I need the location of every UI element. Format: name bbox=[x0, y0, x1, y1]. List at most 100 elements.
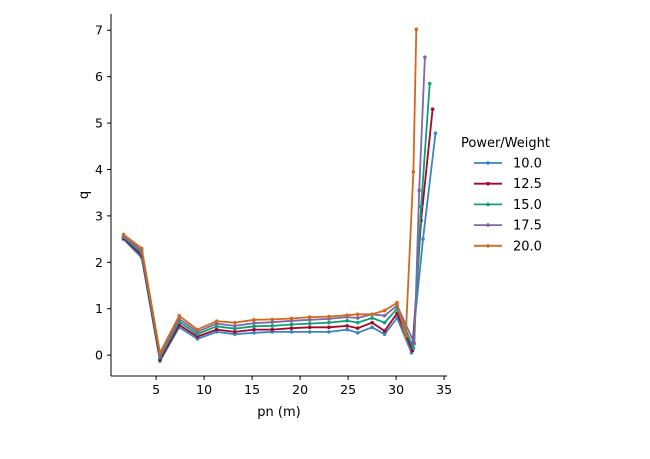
data-point bbox=[289, 316, 294, 321]
data-point bbox=[345, 324, 349, 328]
data-point bbox=[307, 321, 312, 326]
series-line-20.0 bbox=[122, 29, 418, 354]
data-point bbox=[270, 320, 275, 324]
x-tick-label: 5 bbox=[152, 382, 160, 397]
data-point bbox=[382, 320, 387, 325]
y-tick-label: 6 bbox=[95, 69, 103, 84]
data-point bbox=[252, 324, 256, 329]
data-point bbox=[307, 330, 312, 334]
x-tick-label: 15 bbox=[244, 382, 260, 397]
series-line-12.5 bbox=[122, 109, 434, 361]
legend-swatch-marker bbox=[486, 223, 490, 227]
data-point bbox=[233, 324, 237, 328]
data-point bbox=[427, 81, 432, 86]
data-point bbox=[252, 331, 256, 335]
data-point bbox=[345, 327, 349, 332]
x-tick-label: 25 bbox=[340, 382, 356, 397]
y-tick-label: 3 bbox=[95, 208, 103, 223]
series-line-17.5 bbox=[122, 57, 426, 357]
legend: Power/Weight 10.0 12.5 15.0 17.5 20.0 bbox=[461, 136, 550, 254]
legend-swatch-marker bbox=[486, 244, 490, 248]
data-point bbox=[370, 325, 374, 330]
data-point bbox=[382, 308, 387, 313]
axes bbox=[110, 14, 447, 377]
data-point bbox=[307, 318, 312, 322]
data-point bbox=[195, 327, 200, 332]
data-point bbox=[355, 320, 360, 325]
data-point bbox=[214, 319, 219, 324]
data-point bbox=[252, 327, 256, 332]
legend-swatch-marker bbox=[486, 202, 490, 207]
data-point bbox=[289, 330, 294, 334]
data-point bbox=[252, 321, 256, 325]
data-point bbox=[414, 27, 419, 32]
data-point bbox=[252, 318, 256, 322]
data-point bbox=[430, 107, 435, 111]
legend-label: 20.0 bbox=[513, 239, 542, 254]
data-point bbox=[382, 329, 387, 333]
data-point bbox=[382, 332, 387, 337]
y-tick-label: 2 bbox=[95, 255, 103, 270]
data-point bbox=[121, 232, 126, 237]
data-point bbox=[307, 325, 312, 330]
data-point bbox=[370, 312, 374, 317]
legend-label: 12.5 bbox=[513, 177, 542, 192]
data-point bbox=[411, 346, 416, 350]
data-point bbox=[412, 341, 417, 346]
x-tick-label: 10 bbox=[196, 382, 212, 397]
data-point bbox=[345, 313, 349, 318]
data-point bbox=[411, 169, 416, 174]
y-tick-label: 5 bbox=[95, 116, 103, 131]
legend-swatch-marker bbox=[486, 181, 490, 186]
data-point bbox=[270, 327, 275, 332]
legend-label: 17.5 bbox=[513, 219, 542, 234]
data-point bbox=[270, 324, 275, 328]
data-point bbox=[395, 300, 399, 305]
data-point bbox=[177, 313, 181, 318]
series-line-15.0 bbox=[122, 83, 431, 359]
plot-area bbox=[121, 27, 438, 363]
data-point bbox=[139, 246, 144, 251]
data-point bbox=[403, 334, 408, 339]
y-tick-label: 0 bbox=[95, 348, 103, 363]
data-point bbox=[355, 312, 360, 317]
legend-swatch-marker bbox=[486, 161, 490, 165]
x-axis-label: pn (m) bbox=[257, 405, 300, 420]
data-point bbox=[214, 327, 219, 332]
data-point bbox=[289, 322, 294, 327]
x-ticks: 5 10 15 20 25 30 35 bbox=[152, 376, 452, 397]
x-tick-label: 20 bbox=[292, 382, 308, 397]
data-point bbox=[355, 316, 360, 320]
data-point bbox=[370, 316, 374, 320]
data-point bbox=[307, 315, 312, 319]
x-tick-label: 35 bbox=[436, 382, 452, 397]
data-point bbox=[327, 325, 331, 330]
data-point bbox=[345, 318, 349, 323]
data-point bbox=[158, 350, 162, 355]
data-point bbox=[355, 331, 360, 335]
legend-label: 15.0 bbox=[513, 198, 542, 213]
data-point bbox=[421, 237, 425, 241]
data-point bbox=[233, 330, 237, 334]
x-tick-label: 30 bbox=[388, 382, 404, 397]
data-point bbox=[233, 320, 237, 325]
data-point bbox=[289, 326, 294, 330]
data-point bbox=[355, 326, 360, 330]
data-point bbox=[327, 320, 331, 325]
legend-title: Power/Weight bbox=[461, 136, 550, 151]
data-point bbox=[233, 326, 237, 331]
y-axis-label: q bbox=[77, 191, 92, 199]
data-point bbox=[327, 330, 331, 334]
y-tick-label: 4 bbox=[95, 162, 103, 177]
y-tick-label: 7 bbox=[95, 23, 103, 38]
data-point bbox=[327, 314, 331, 319]
data-point bbox=[270, 317, 275, 322]
y-tick-label: 1 bbox=[95, 301, 103, 316]
data-point bbox=[433, 131, 438, 136]
data-point bbox=[214, 324, 219, 329]
data-point bbox=[382, 313, 387, 318]
data-point bbox=[417, 188, 421, 193]
series-line-10.0 bbox=[122, 133, 437, 363]
y-ticks: 0 1 2 3 4 5 6 7 bbox=[95, 23, 111, 363]
